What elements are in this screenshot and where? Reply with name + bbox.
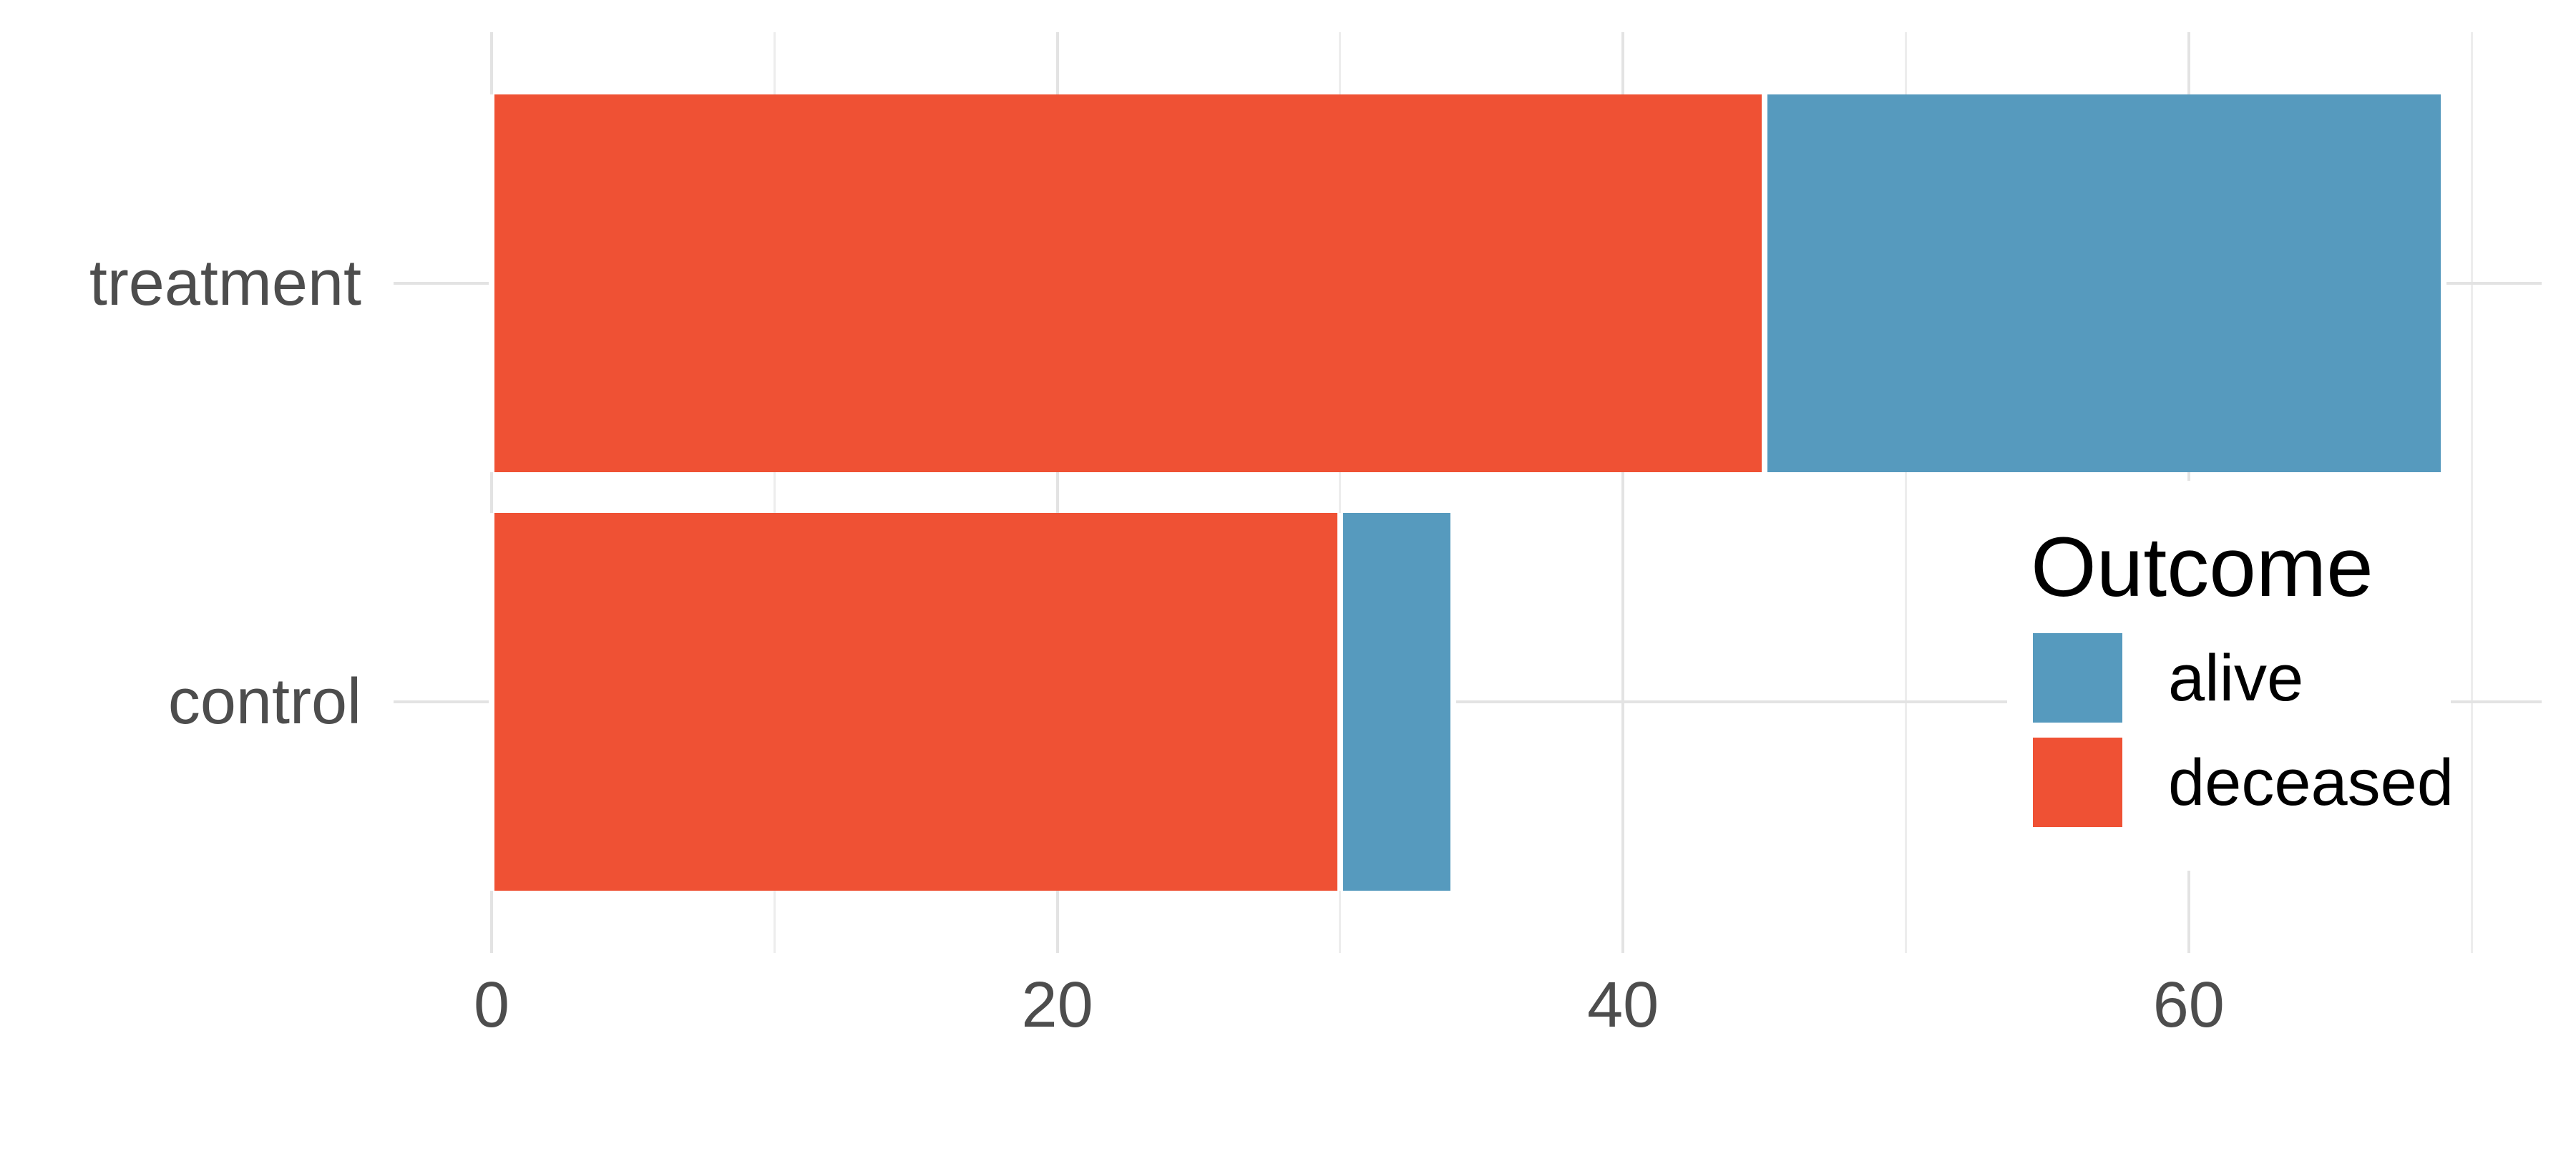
- bar-segment-control-alive: [1342, 513, 1450, 891]
- legend-title: Outcome: [2031, 520, 2373, 615]
- legend-key-deceased: [2033, 738, 2122, 827]
- x-gridline-major: [1055, 32, 1059, 953]
- y-tick-label-treatment: treatment: [89, 248, 361, 319]
- bar-segment-treatment-alive: [1767, 94, 2441, 472]
- x-gridline-major: [1621, 32, 1625, 953]
- bar-row-treatment: [489, 94, 2446, 472]
- x-tick-label: 60: [2152, 969, 2225, 1041]
- bar-row-control: [489, 513, 1457, 891]
- x-tick-label: 20: [1021, 969, 1093, 1041]
- x-gridline-major: [490, 32, 493, 953]
- y-gridline-major: [394, 700, 2542, 703]
- y-tick-label-control: control: [167, 666, 361, 738]
- x-gridline-minor: [1339, 32, 1342, 953]
- x-axis-title: Count: [0, 0, 1288, 13]
- x-tick-label: 0: [473, 969, 510, 1041]
- x-gridline-minor: [1905, 32, 1907, 953]
- bar-segment-treatment-deceased: [494, 94, 1762, 472]
- x-gridline-minor: [773, 32, 776, 953]
- x-gridline-minor: [2470, 32, 2473, 953]
- bar-segment-control-deceased: [494, 513, 1337, 891]
- x-tick-label: 40: [1587, 969, 1659, 1041]
- y-axis-title: Group: [0, 0, 6, 1159]
- legend: Outcome alive deceased: [2007, 481, 2454, 871]
- legend-label-alive: alive: [2168, 641, 2304, 715]
- legend-label-deceased: deceased: [2168, 745, 2454, 819]
- legend-key-alive: [2033, 633, 2122, 723]
